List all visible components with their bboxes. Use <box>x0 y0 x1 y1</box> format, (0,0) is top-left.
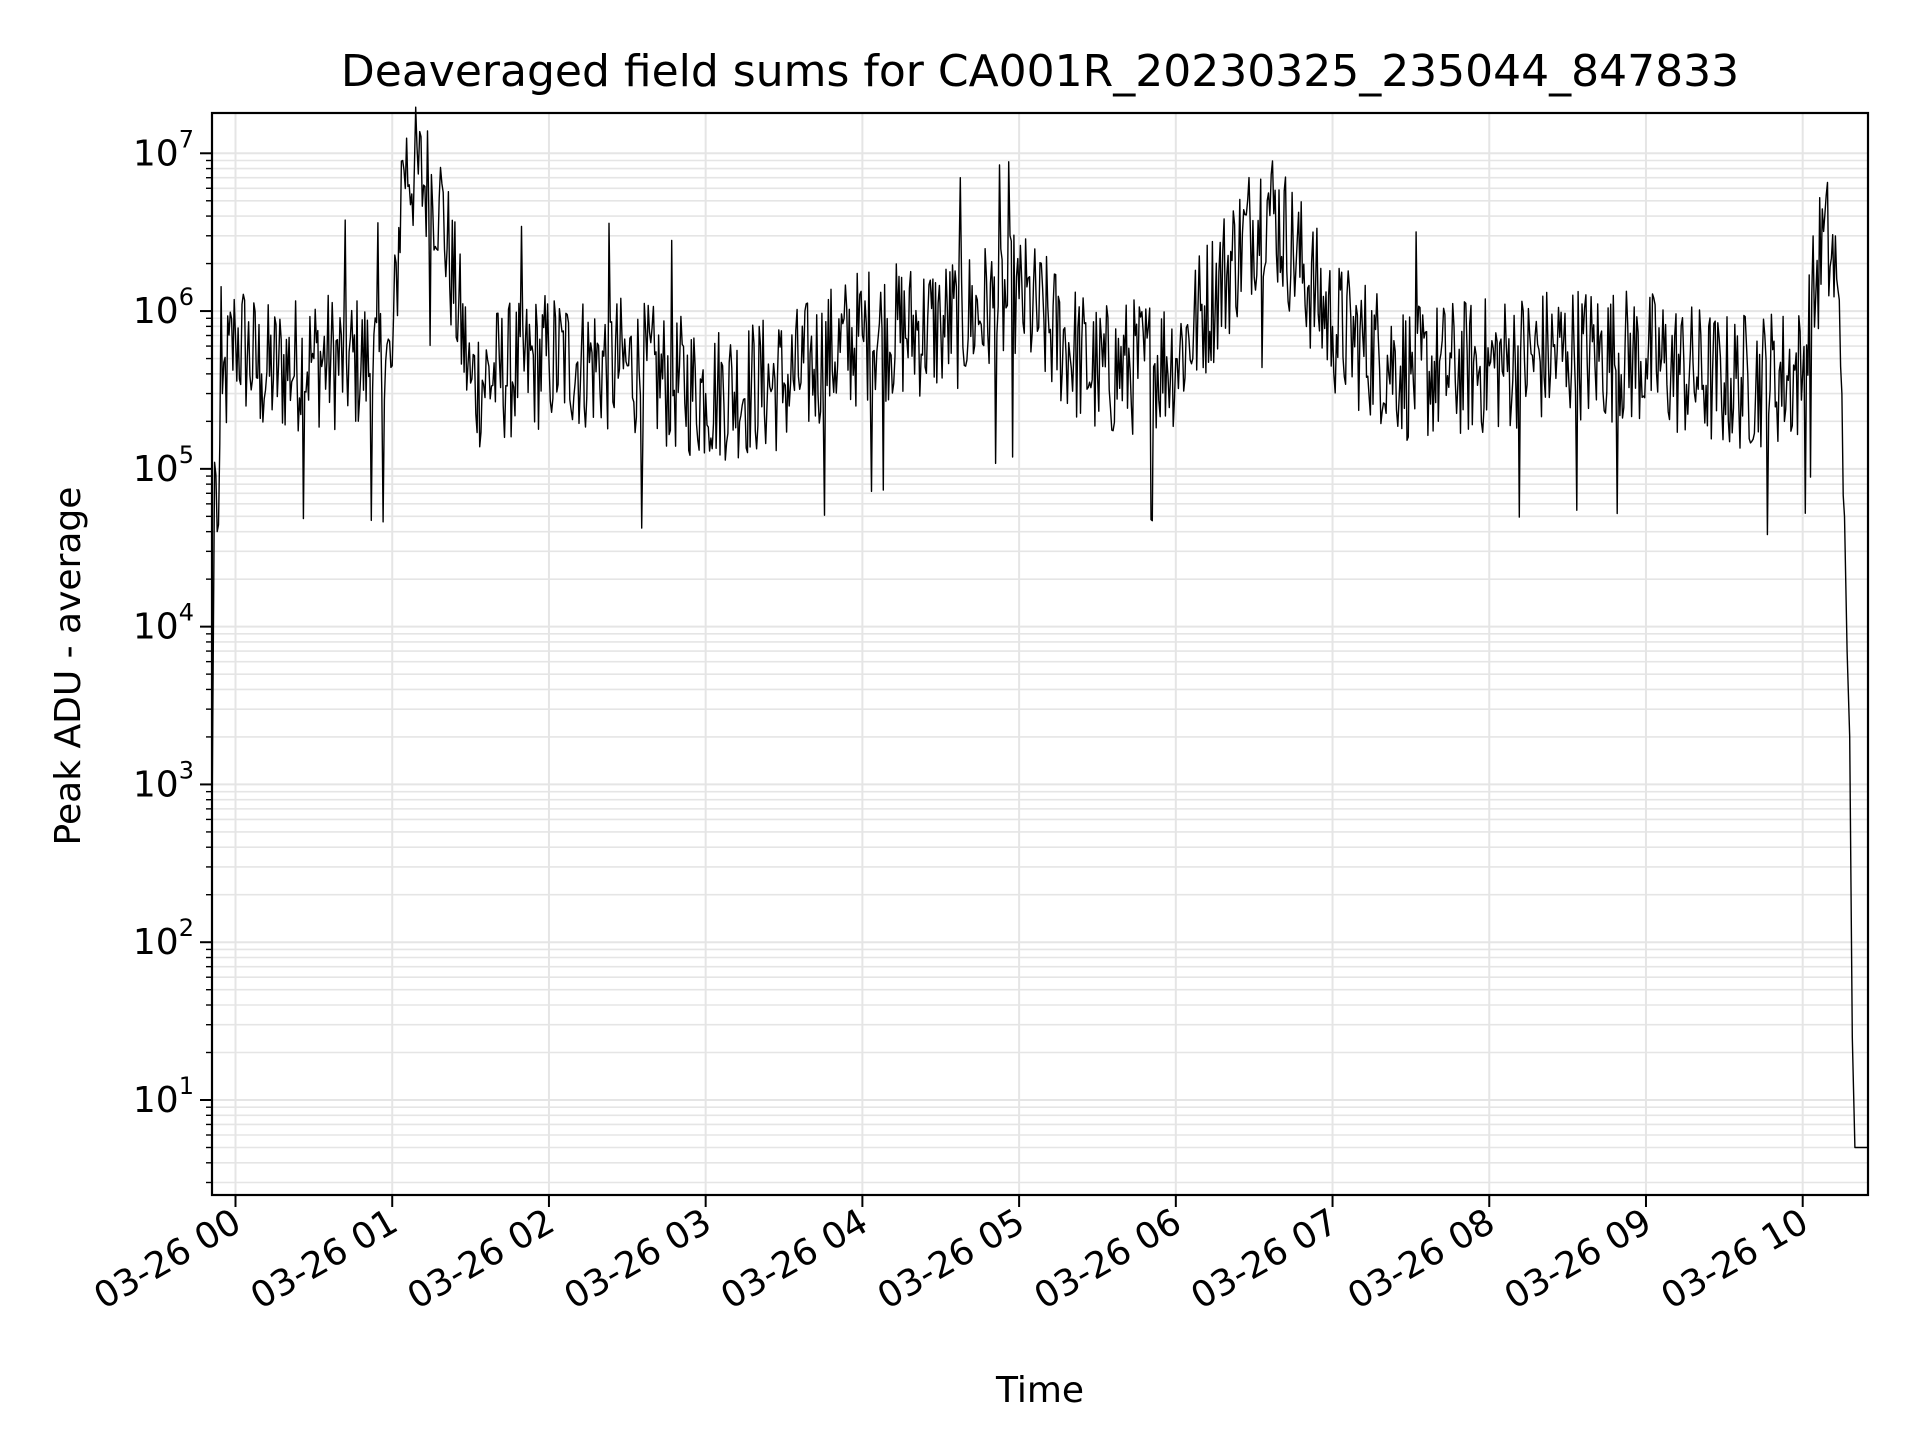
grid <box>212 113 1868 1195</box>
plot-area-frame <box>210 111 1870 1197</box>
y-tick-base: 10 <box>133 133 179 174</box>
y-tick-base: 10 <box>133 1080 179 1121</box>
series-line <box>211 106 1868 1149</box>
y-tick-label: 105 <box>133 441 194 490</box>
series-layer <box>211 106 1868 1149</box>
y-axis-label: Peak ADU - average <box>48 487 89 846</box>
y-tick-label: 102 <box>133 914 194 963</box>
y-tick-exponent: 1 <box>179 1072 194 1100</box>
y-tick-base: 10 <box>133 291 179 332</box>
y-tick-exponent: 6 <box>179 283 194 311</box>
y-tick-exponent: 7 <box>179 125 194 153</box>
y-tick-exponent: 5 <box>179 441 194 469</box>
x-axis-label: Time <box>995 1370 1084 1411</box>
y-tick-label: 103 <box>133 756 194 805</box>
y-tick-base: 10 <box>133 922 179 963</box>
y-tick-exponent: 3 <box>179 756 194 784</box>
y-tick-exponent: 4 <box>179 599 194 627</box>
y-tick-label: 104 <box>133 599 194 648</box>
chart-title: Deaveraged field sums for CA001R_2023032… <box>341 46 1739 97</box>
y-tick-base: 10 <box>133 607 179 648</box>
y-tick-label: 106 <box>133 283 194 332</box>
y-tick-label: 101 <box>133 1072 194 1121</box>
y-tick-base: 10 <box>133 764 179 805</box>
y-tick-exponent: 2 <box>179 914 194 942</box>
y-tick-label: 107 <box>133 125 194 174</box>
y-tick-base: 10 <box>133 449 179 490</box>
